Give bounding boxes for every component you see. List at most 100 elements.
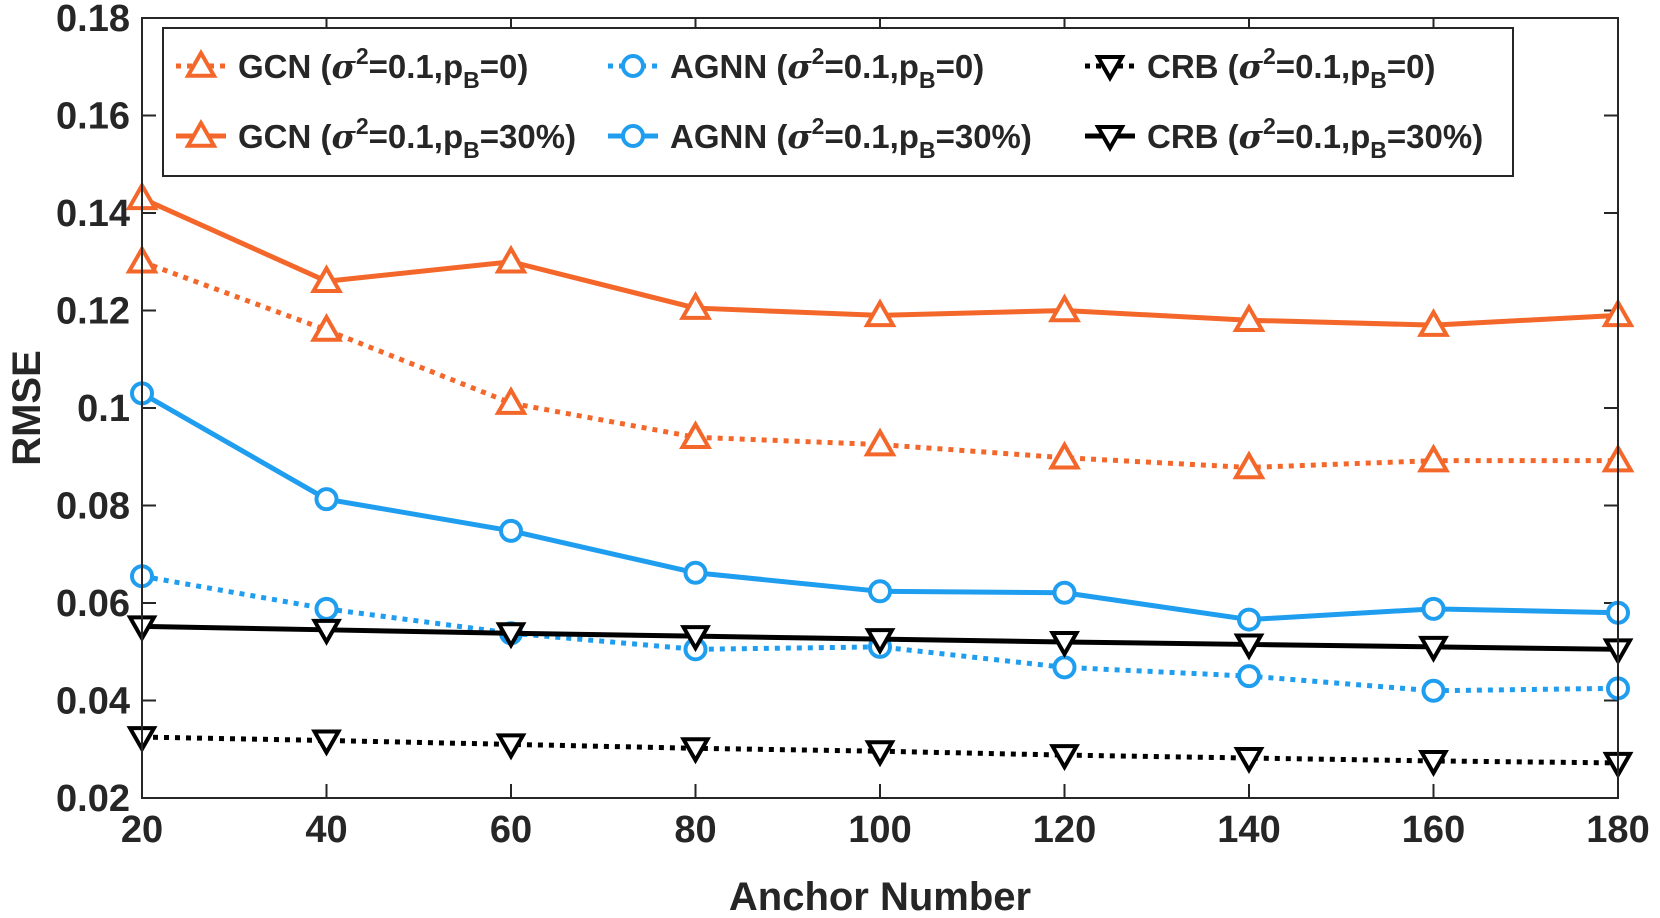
y-tick-label: 0.06	[56, 583, 130, 625]
data-series	[125, 181, 1635, 779]
x-tick-label: 20	[121, 809, 163, 851]
data-point	[494, 386, 528, 415]
data-point	[1237, 607, 1261, 632]
data-point	[1052, 655, 1077, 680]
data-point	[1418, 749, 1449, 777]
data-point	[310, 264, 343, 293]
legend-label-part: AGNN (	[670, 118, 787, 155]
legend-entry-2: AGNN (σ2=0.1,pB=0)	[608, 43, 984, 93]
legend-entry-5: CRB (σ2=0.1,pB=30%)	[1085, 113, 1483, 163]
data-point	[495, 622, 527, 650]
legend-label-part: 2	[1263, 113, 1276, 139]
legend-label-part: σ	[787, 117, 812, 156]
x-tick-label: 180	[1586, 809, 1649, 851]
legend-label-part: =0)	[936, 48, 985, 85]
data-point	[680, 737, 711, 765]
legend-marker	[1094, 55, 1126, 83]
legend-label-part: =0)	[480, 48, 529, 85]
tick-labels: 20 40 60 80 100 120 140 160 180 0.02 0.04 0.06 0.08 0…	[56, 0, 1650, 851]
series-0	[125, 244, 1635, 480]
data-point	[1237, 664, 1261, 689]
legend-label-part: =0)	[1387, 48, 1436, 85]
data-point	[495, 733, 527, 761]
x-tick-label: 160	[1402, 809, 1465, 851]
y-tick-label: 0.1	[77, 388, 130, 430]
x-tick-label: 80	[674, 809, 716, 851]
legend-label-part: =0.1,p	[369, 48, 463, 85]
data-point	[310, 312, 343, 342]
data-point	[311, 729, 342, 757]
legend-label-part: GCN (	[238, 48, 332, 85]
legend-label: AGNN (σ2=0.1,pB=30%)	[670, 113, 1032, 163]
data-point	[1052, 580, 1077, 605]
data-point	[680, 625, 711, 653]
y-tick-label: 0.14	[56, 193, 130, 235]
legend-label-part: 2	[812, 43, 825, 69]
legend-label-part: B	[463, 67, 480, 93]
legend-marker	[184, 118, 218, 148]
data-point	[863, 427, 897, 457]
legend-label-part: σ	[332, 47, 357, 86]
legend-label-part: B	[1370, 67, 1387, 93]
data-point	[1421, 678, 1446, 703]
legend-label-part: CRB (	[1147, 48, 1239, 85]
x-tick-label: 40	[305, 809, 347, 851]
legend-label: CRB (σ2=0.1,pB=30%)	[1147, 113, 1483, 163]
y-tick-label: 0.16	[56, 96, 130, 138]
data-point	[1049, 631, 1080, 659]
data-point	[679, 291, 712, 320]
x-tick-label: 140	[1217, 809, 1280, 851]
data-point	[864, 740, 896, 768]
legend-entry-3: AGNN (σ2=0.1,pB=30%)	[608, 113, 1032, 163]
data-point	[1421, 596, 1446, 621]
legend-label: GCN (σ2=0.1,pB=30%)	[238, 113, 576, 163]
y-tick-label: 0.18	[56, 0, 130, 40]
data-point	[494, 244, 528, 274]
legend-label-part: =0.1,p	[369, 118, 463, 155]
legend-label: AGNN (σ2=0.1,pB=0)	[670, 43, 984, 93]
data-point	[1048, 440, 1081, 470]
legend-entry-0: GCN (σ2=0.1,pB=0)	[176, 43, 528, 93]
legend-label-part: 2	[356, 43, 369, 69]
legend-label-part: =0.1,p	[824, 118, 918, 155]
legend-label-part: σ	[1239, 117, 1264, 156]
legend-label-part: =30%)	[936, 118, 1032, 155]
legend-label-part: =0.1,p	[1276, 48, 1370, 85]
legend-marker	[621, 54, 645, 78]
legend-label-part: 2	[1263, 43, 1276, 69]
legend-entry-1: GCN (σ2=0.1,pB=30%)	[176, 113, 576, 163]
data-point	[314, 487, 339, 512]
series-1	[125, 181, 1635, 337]
series-4	[126, 726, 1634, 779]
legend-label-part: σ	[787, 47, 812, 86]
data-point	[1232, 303, 1266, 332]
data-point	[864, 628, 896, 656]
y-tick-label: 0.02	[56, 778, 130, 820]
data-point	[1049, 744, 1080, 772]
data-point	[1418, 635, 1449, 663]
legend-label-part: 2	[812, 113, 825, 139]
y-tick-label: 0.04	[56, 681, 130, 723]
data-point	[679, 420, 712, 449]
data-point	[314, 596, 339, 621]
legend-label-part: σ	[332, 117, 357, 156]
data-point	[868, 579, 892, 604]
legend: GCN (σ2=0.1,pB=0) AGNN (σ2=0.1,pB=0) CRB (…	[162, 27, 1514, 177]
data-point	[499, 518, 523, 543]
series-3	[130, 381, 1630, 632]
legend-label-part: AGNN (	[670, 48, 787, 85]
data-point	[1233, 633, 1265, 661]
y-tick-label: 0.12	[56, 291, 130, 333]
legend-label: GCN (σ2=0.1,pB=0)	[238, 43, 528, 93]
legend-marker	[1094, 125, 1126, 153]
legend-label-part: GCN (	[238, 118, 332, 155]
legend-label-part: B	[919, 67, 936, 93]
legend-label-part: B	[463, 137, 480, 163]
plot-area-frame	[141, 17, 1619, 799]
data-point	[1048, 293, 1081, 323]
legend-marker	[621, 124, 645, 148]
y-tick-label: 0.08	[56, 486, 130, 528]
legend-marker	[184, 48, 218, 78]
y-axis-title: RMSE	[5, 350, 49, 466]
